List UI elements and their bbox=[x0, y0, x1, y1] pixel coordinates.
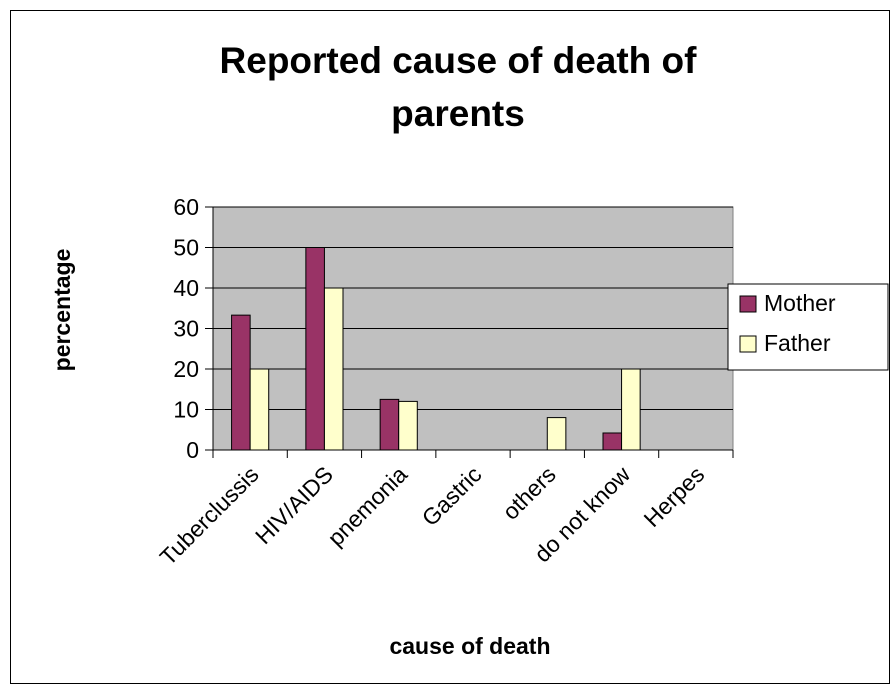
legend-label-mother: Mother bbox=[764, 290, 836, 316]
x-tick-label: pnemonia bbox=[322, 461, 412, 551]
chart-title-line2: parents bbox=[391, 93, 525, 134]
y-tick-label: 20 bbox=[173, 356, 199, 382]
y-tick-label: 0 bbox=[186, 437, 199, 463]
bar-mother bbox=[602, 432, 623, 451]
bar-father bbox=[546, 417, 567, 451]
legend-label-father: Father bbox=[764, 330, 831, 356]
legend: Mother Father bbox=[727, 283, 889, 371]
y-tick-label: 60 bbox=[173, 194, 199, 220]
bar-mother bbox=[379, 398, 400, 451]
bar-mother bbox=[231, 314, 251, 451]
y-tick-label: 30 bbox=[173, 316, 199, 342]
x-tick-label: others bbox=[497, 461, 561, 525]
bar-father bbox=[398, 400, 418, 451]
chart-title-line1: Reported cause of death of bbox=[220, 40, 698, 81]
y-tick-label: 10 bbox=[173, 397, 199, 423]
bar-father bbox=[249, 368, 270, 451]
x-tick-label: Herpes bbox=[639, 461, 710, 532]
bar-father bbox=[323, 287, 344, 451]
legend-swatch-father bbox=[739, 335, 757, 353]
bar-father bbox=[621, 368, 641, 451]
plot-area: 0102030405060TuberclussisHIV/AIDSpnemoni… bbox=[155, 194, 734, 570]
y-axis-title: percentage bbox=[49, 249, 75, 372]
x-tick-label: Gastric bbox=[417, 461, 487, 531]
y-tick-label: 40 bbox=[173, 275, 199, 301]
y-tick-label: 50 bbox=[173, 235, 199, 261]
x-axis-title: cause of death bbox=[389, 633, 550, 659]
x-tick-label: Tuberclussis bbox=[155, 461, 264, 570]
bar-mother bbox=[305, 247, 325, 451]
legend-swatch-mother bbox=[739, 295, 757, 313]
